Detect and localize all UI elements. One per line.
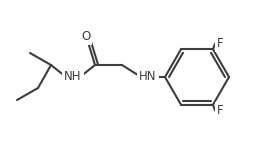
Text: F: F (217, 104, 223, 117)
Text: O: O (81, 31, 91, 44)
Text: HN: HN (139, 71, 157, 84)
Text: NH: NH (64, 71, 82, 84)
Text: F: F (217, 37, 223, 50)
